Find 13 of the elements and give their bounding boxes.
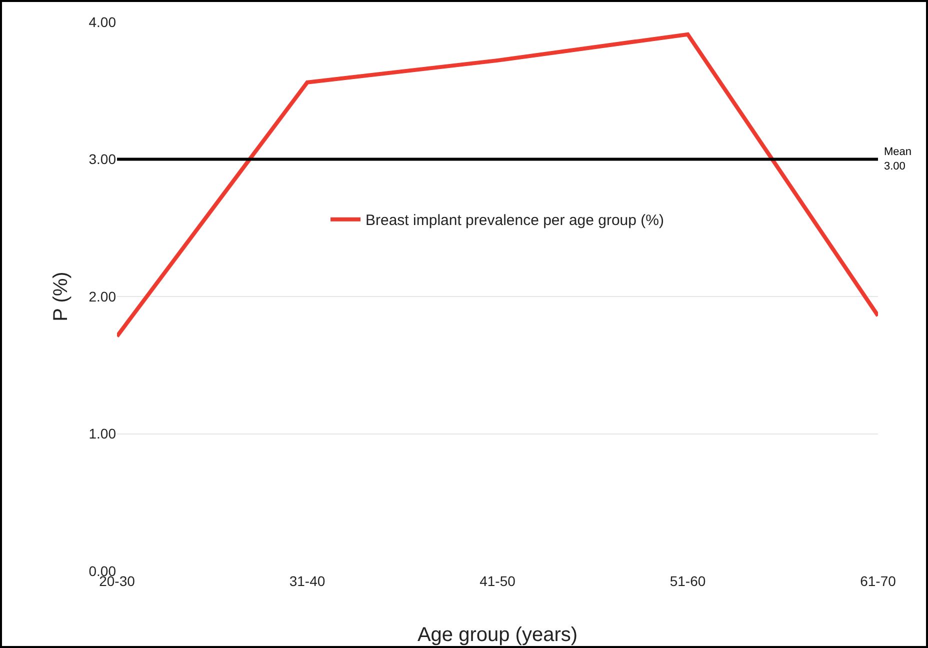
line-series — [117, 32, 878, 338]
y-tick-label: 1.00 — [88, 426, 116, 442]
x-tick-label: 31-40 — [289, 573, 326, 589]
x-tick-label: 41-50 — [480, 573, 516, 589]
x-tick-label: 51-60 — [670, 573, 706, 589]
x-tick-label: 61-70 — [860, 573, 896, 589]
y-tick-label: 4.00 — [88, 14, 116, 30]
y-axis-title: P (%) — [50, 272, 72, 322]
y-tick-label: 3.00 — [88, 151, 116, 168]
legend-label: Breast implant prevalence per age group (%) — [366, 212, 664, 230]
y-tick-label: 2.00 — [88, 288, 116, 304]
ref-line-label: Mean 3.00 — [884, 146, 912, 172]
x-axis-title: Age group (years) — [417, 624, 578, 646]
